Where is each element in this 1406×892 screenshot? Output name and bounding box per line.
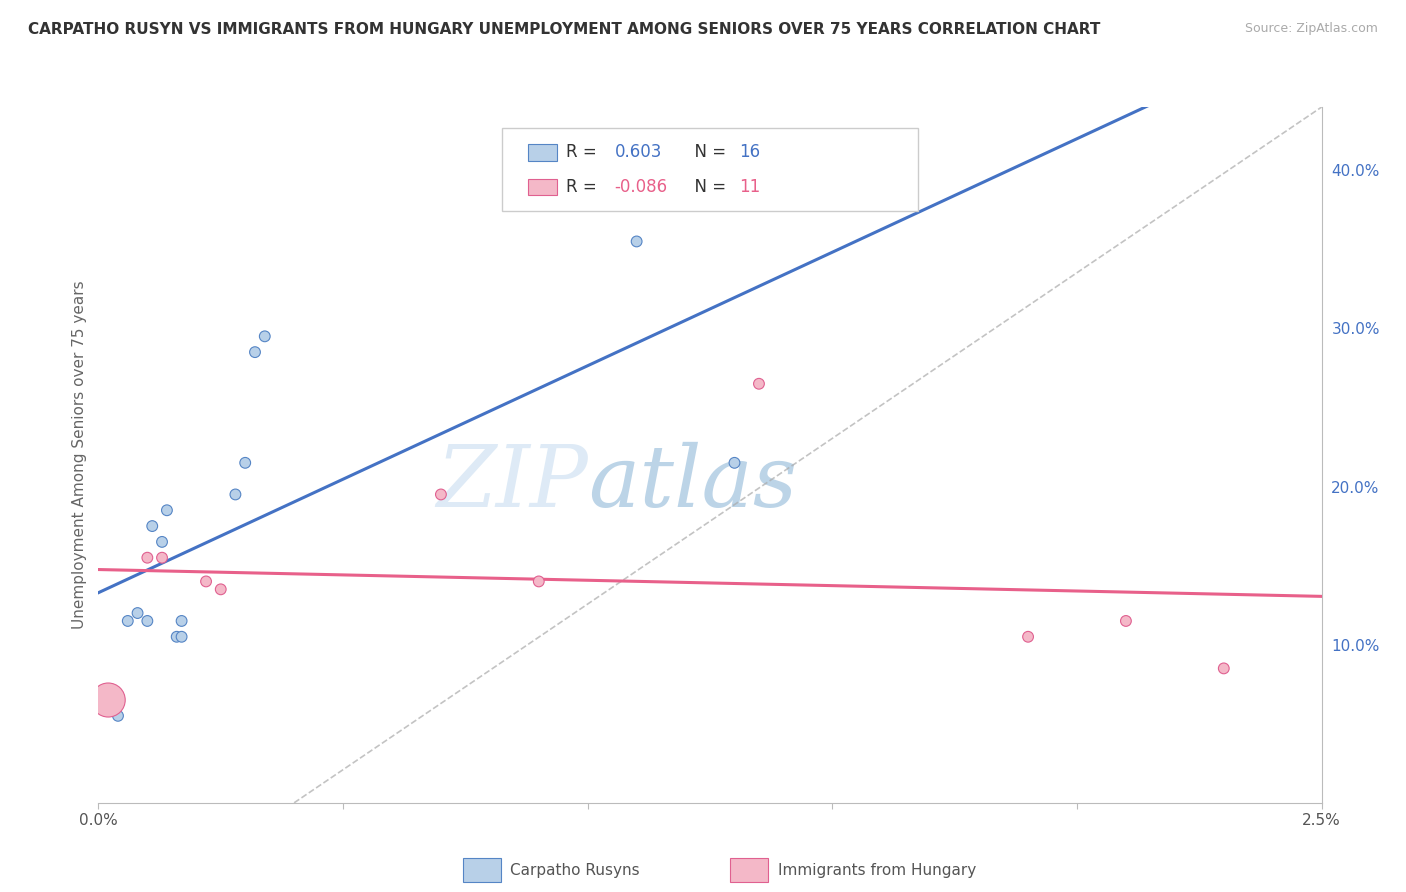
- Point: [136, 550, 159, 565]
- Point: [1212, 661, 1234, 675]
- FancyBboxPatch shape: [527, 178, 557, 195]
- Point: [527, 574, 550, 589]
- Point: [127, 606, 149, 620]
- Point: [170, 630, 193, 644]
- Point: [97, 693, 120, 707]
- Point: [195, 574, 218, 589]
- Text: Source: ZipAtlas.com: Source: ZipAtlas.com: [1244, 22, 1378, 36]
- Text: Immigrants from Hungary: Immigrants from Hungary: [778, 863, 976, 878]
- Point: [626, 235, 648, 249]
- Point: [136, 614, 159, 628]
- Point: [253, 329, 276, 343]
- Point: [141, 519, 163, 533]
- Point: [1115, 614, 1137, 628]
- Point: [1017, 630, 1039, 644]
- Point: [117, 614, 139, 628]
- FancyBboxPatch shape: [527, 144, 557, 161]
- Text: N =: N =: [685, 178, 731, 196]
- Point: [224, 487, 246, 501]
- Point: [748, 376, 770, 391]
- Text: R =: R =: [565, 144, 602, 161]
- Point: [170, 614, 193, 628]
- Text: CARPATHO RUSYN VS IMMIGRANTS FROM HUNGARY UNEMPLOYMENT AMONG SENIORS OVER 75 YEA: CARPATHO RUSYN VS IMMIGRANTS FROM HUNGAR…: [28, 22, 1101, 37]
- Point: [107, 708, 129, 723]
- Point: [150, 550, 173, 565]
- Y-axis label: Unemployment Among Seniors over 75 years: Unemployment Among Seniors over 75 years: [72, 281, 87, 629]
- FancyBboxPatch shape: [502, 128, 918, 211]
- Text: N =: N =: [685, 144, 731, 161]
- Point: [723, 456, 745, 470]
- Text: 11: 11: [740, 178, 761, 196]
- Point: [166, 630, 188, 644]
- Point: [430, 487, 453, 501]
- Text: atlas: atlas: [588, 442, 797, 524]
- Point: [156, 503, 179, 517]
- Text: ZIP: ZIP: [436, 442, 588, 524]
- Point: [243, 345, 266, 359]
- Text: -0.086: -0.086: [614, 178, 668, 196]
- Point: [209, 582, 232, 597]
- Text: Carpatho Rusyns: Carpatho Rusyns: [510, 863, 640, 878]
- Text: R =: R =: [565, 178, 602, 196]
- Text: 16: 16: [740, 144, 761, 161]
- Text: 0.603: 0.603: [614, 144, 662, 161]
- Point: [150, 534, 173, 549]
- Point: [233, 456, 256, 470]
